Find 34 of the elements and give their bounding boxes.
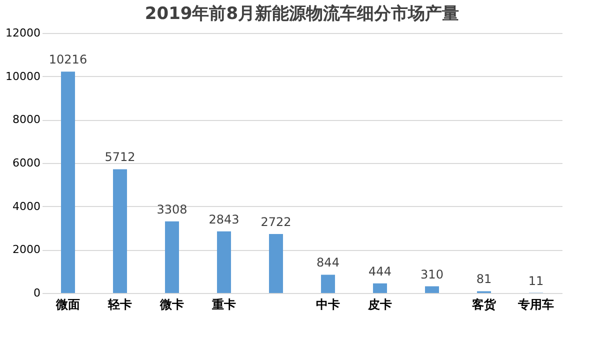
data-label: 3308	[156, 202, 188, 216]
chart-title: 2019年前8月新能源物流车细分市场产量	[144, 4, 460, 24]
bar	[269, 234, 283, 293]
y-tick-label: 6000	[12, 156, 40, 170]
y-tick-label: 8000	[12, 113, 40, 126]
data-label: 444	[368, 264, 392, 278]
data-label: 5712	[104, 150, 136, 164]
bar	[165, 221, 179, 293]
y-tick-label: 0	[34, 286, 40, 300]
bar	[61, 72, 75, 293]
bar	[217, 231, 231, 293]
x-tick-label: 皮卡	[367, 298, 392, 312]
x-tick-label: 微卡	[159, 298, 184, 312]
data-label: 2722	[260, 215, 292, 230]
x-tick-label: 专用车	[517, 298, 554, 312]
bar	[113, 169, 127, 293]
x-tick-label: 重卡	[211, 298, 236, 312]
data-label: 11	[528, 274, 544, 288]
y-tick-label: 2000	[12, 243, 40, 256]
data-label: 2843	[208, 212, 240, 226]
y-tick-label: 10000	[6, 70, 40, 83]
y-tick-label: 12000	[6, 26, 40, 40]
x-tick-label: 中卡	[316, 298, 340, 312]
x-tick-label: 轻卡	[107, 298, 132, 312]
data-label: 310	[420, 267, 444, 282]
x-tick-label: 客货	[471, 298, 497, 312]
bar	[373, 283, 387, 293]
data-label: 10216	[48, 52, 88, 67]
data-label: 844	[316, 256, 340, 270]
bar	[425, 286, 439, 293]
data-label: 81	[476, 272, 492, 286]
y-tick-label: 4000	[12, 200, 40, 213]
bar	[321, 274, 335, 293]
x-tick-label: 微面	[55, 298, 80, 312]
